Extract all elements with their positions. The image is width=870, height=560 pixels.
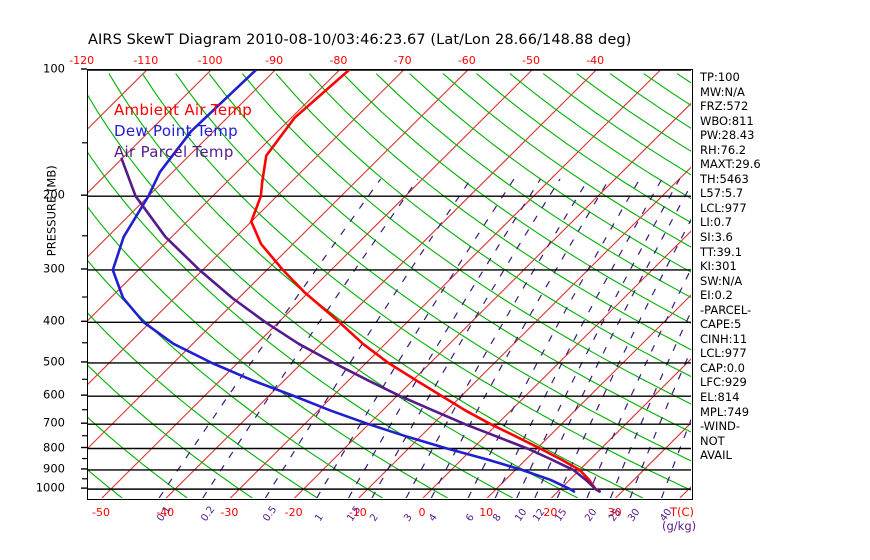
index-row: EI:0.2 [700,288,733,303]
index-row: SW:N/A [700,273,743,288]
bottom-temp-tick: -30 [220,506,239,519]
bottom-temp-tick: 0 [418,506,426,519]
mixing-ratio-tick: 20 [583,506,600,524]
top-temp-tick: -120 [69,54,95,67]
index-row: AVAIL [700,448,732,463]
pressure-tick: 500 [43,354,65,369]
mixing-ratio-tick: 6 [464,512,477,524]
mixing-ratio-tick: 10 [512,506,530,524]
mixing-ratio-tick: 8 [491,512,505,524]
mixing-ratio-tick: 2 [368,512,381,524]
bottom-temp-tick: -10 [348,506,367,519]
top-temp-tick: -100 [197,54,223,67]
index-row: CAP:0.0 [700,360,745,375]
mixing-ratio-lines-group [158,178,691,498]
index-row: MW:N/A [700,84,745,99]
profile-curves-group [111,70,601,493]
pressure-tick: 300 [43,261,65,276]
mixing-ratio-tick: 1 [312,512,326,524]
index-row: CAPE:5 [700,317,742,332]
index-row: NOT [700,433,725,448]
index-row: LCL:977 [700,200,747,215]
index-row: RH:76.2 [700,142,747,157]
skewt-plot-area [87,69,693,500]
index-row: MAXT:29.6 [700,157,761,172]
dry-adiabat-lines-group [88,73,691,498]
pressure-tick: 800 [43,439,65,454]
legend-dew-point-temp: Dew Point Temp [114,122,239,140]
index-row: KI:301 [700,259,737,274]
bottom-temp-tick: -50 [92,506,110,519]
mixing-ratio-tick: 4 [427,512,441,524]
index-row: MPL:749 [700,404,750,419]
temperature-unit-label: T(C) [670,505,695,519]
page-title: AIRS SkewT Diagram 2010-08-10/03:46:23.6… [88,32,632,48]
index-row: CINH:11 [700,331,748,346]
index-row: LCL:977 [700,346,747,361]
bottom-temp-tick: 30 [607,506,622,519]
mixing-ratio-tick: 30 [626,506,643,524]
profile-curve-ambient [250,70,601,493]
profile-curve-parcel [120,157,601,493]
pressure-tick: 700 [43,415,65,430]
legend-air-parcel-temp: Air Parcel Temp [114,143,234,161]
pressure-tick: 100 [43,61,65,76]
pressure-tick: 200 [43,187,65,202]
bottom-temp-tick: -20 [284,506,303,519]
skewt-plot-svg [88,70,691,498]
index-row: PW:28.43 [700,128,755,143]
index-row: TP:100 [700,70,740,84]
index-row: LFC:929 [700,375,747,390]
index-row: TH:5463 [700,171,749,186]
top-temp-tick: -40 [586,54,605,67]
pressure-tick: 900 [43,461,65,476]
mixing-ratio-unit-label: (g/kg) [662,519,697,533]
pressure-tick: 400 [43,313,65,328]
plot-clip [88,70,692,499]
mixing-ratio-tick: 3 [402,512,415,524]
legend-ambient-air-temp: Ambient Air Temp [114,101,253,119]
index-row: WBO:811 [700,113,754,128]
pressure-axis-caption: PRESSURE (MB) [44,165,59,257]
top-temp-tick: -60 [457,54,476,67]
bottom-temp-tick: 10 [479,506,494,519]
top-temp-tick: -80 [329,54,348,67]
profile-curve-dewpoint [111,70,576,493]
index-row: -WIND- [700,419,741,434]
index-row: LI:0.7 [700,215,732,230]
index-row: L57:5.7 [700,186,744,201]
bottom-temp-tick: -40 [156,506,175,519]
index-row: EL:814 [700,390,740,405]
bottom-temp-tick: 20 [543,506,558,519]
index-row: -PARCEL- [700,302,752,317]
index-row: TT:39.1 [700,244,743,259]
index-row: FRZ:572 [700,99,749,114]
isobar-lines-group [88,70,691,490]
pressure-tick: 1000 [35,480,65,495]
mixing-ratio-tick: 0.2 [199,504,218,524]
top-temp-tick: -70 [393,54,412,67]
top-temp-tick: -50 [522,54,540,67]
pressure-tick: 600 [43,387,65,402]
top-temp-tick: -90 [265,54,284,67]
sounding-indices-panel: TP:100 MW:N/A FRZ:572 WBO:811 PW:28.43 RH:76.… [700,70,800,463]
mixing-ratio-tick: 0.5 [261,504,280,524]
index-row: SI:3.6 [700,230,733,245]
top-temp-tick: -110 [133,54,159,67]
